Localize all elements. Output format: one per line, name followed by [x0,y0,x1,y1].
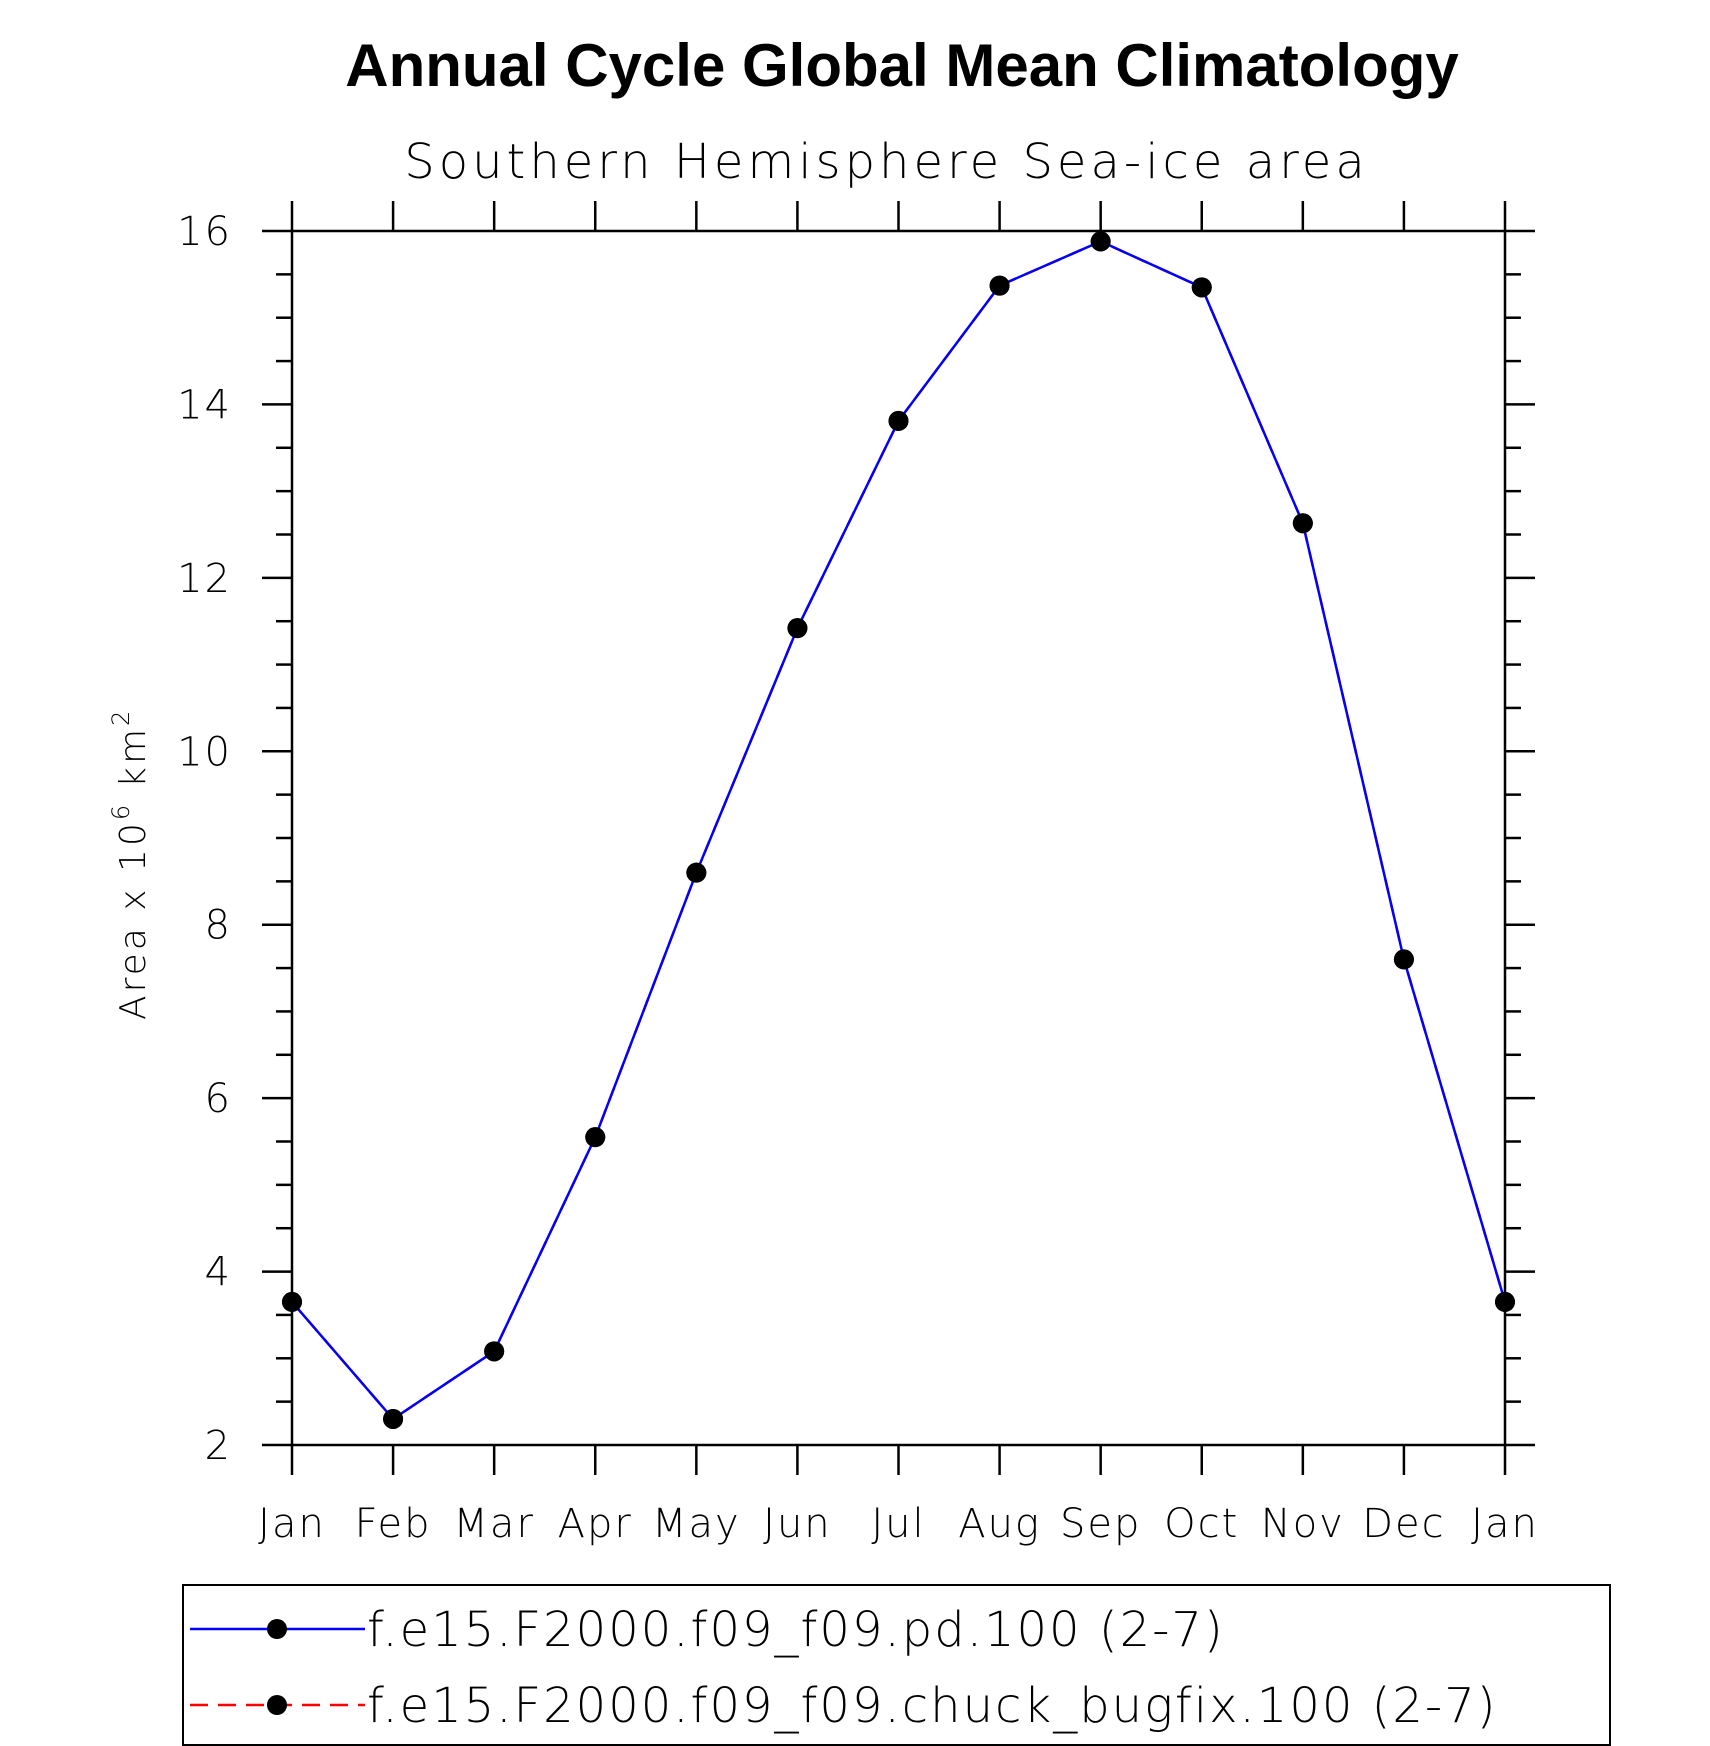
legend-item: f.e15.F2000.f09_f09.pd.100 (2-7) [190,1602,1225,1658]
legend-marker [267,1695,287,1715]
y-tick-label: 6 [205,1076,232,1122]
data-point [1292,513,1313,534]
series-1 [282,231,1515,1429]
x-tick-label: Sep [1060,1501,1141,1547]
x-tick-label: Jan [258,1501,326,1547]
series-layer [282,231,1515,1429]
y-tick-label: 4 [205,1250,232,1296]
y-axis-label-text: Area x 10 [113,820,154,1020]
x-tick-label: Aug [958,1501,1041,1547]
x-tick-label: Feb [355,1501,432,1547]
y-tick-label: 2 [205,1423,232,1469]
x-tick-label: Oct [1164,1501,1239,1547]
data-point [888,410,909,431]
chart-subtitle: Southern Hemisphere Sea-ice area [404,134,1369,190]
y-axis-label-exponent: 6 [107,802,135,820]
chart-title: Annual Cycle Global Mean Climatology [345,32,1459,99]
data-point [1090,231,1111,252]
x-tick-label: Jun [763,1501,832,1547]
legend-box [182,1584,1611,1746]
data-point [686,862,707,883]
data-point [1495,1291,1515,1312]
legend: f.e15.F2000.f09_f09.pd.100 (2-7) f.e15.F2… [182,1584,1611,1746]
x-tick-label: May [652,1501,741,1547]
data-point [1393,949,1414,970]
y-axis-label-unit-exponent: 2 [107,708,135,726]
svg-text:Area x 106km2: Area x 106 km2 [107,708,154,1020]
legend-label: f.e15.F2000.f09_f09.pd.100 (2-7) [367,1602,1225,1658]
x-tick-label: Nov [1261,1501,1345,1547]
data-point [282,1291,302,1312]
x-tick-label: Jan [1471,1501,1539,1547]
x-tick-label: Mar [453,1501,534,1547]
legend-marker [267,1619,287,1639]
y-tick-label: 10 [177,729,232,775]
legend-label: f.e15.F2000.f09_f09.chuck_bugfix.100 (2-… [367,1678,1498,1734]
data-point [484,1341,505,1362]
y-tick-label: 14 [177,382,232,428]
legend-items: f.e15.F2000.f09_f09.pd.100 (2-7) f.e15.F2… [190,1602,1498,1734]
data-point [787,618,808,639]
plot-frame [290,229,1507,1447]
y-tick-label: 8 [205,903,232,949]
data-point [383,1408,404,1429]
y-tick-label: 16 [177,209,232,255]
y-tick-label: 12 [177,556,232,602]
y-axis-label: Area x 106 km2 [107,708,154,1020]
y-axis-label-unit: km [113,726,154,788]
axis-ticks: Jan Feb Mar Apr May Jun Jul Aug Sep Oct Nov Dec Jan 2… [177,201,1539,1547]
x-tick-label: Apr [558,1501,633,1547]
legend-item: f.e15.F2000.f09_f09.chuck_bugfix.100 (2-… [190,1678,1498,1734]
x-tick-label: Dec [1362,1501,1445,1547]
data-point [989,275,1010,296]
data-point [585,1127,606,1148]
data-point [1191,277,1212,298]
x-tick-label: Jul [871,1501,925,1547]
